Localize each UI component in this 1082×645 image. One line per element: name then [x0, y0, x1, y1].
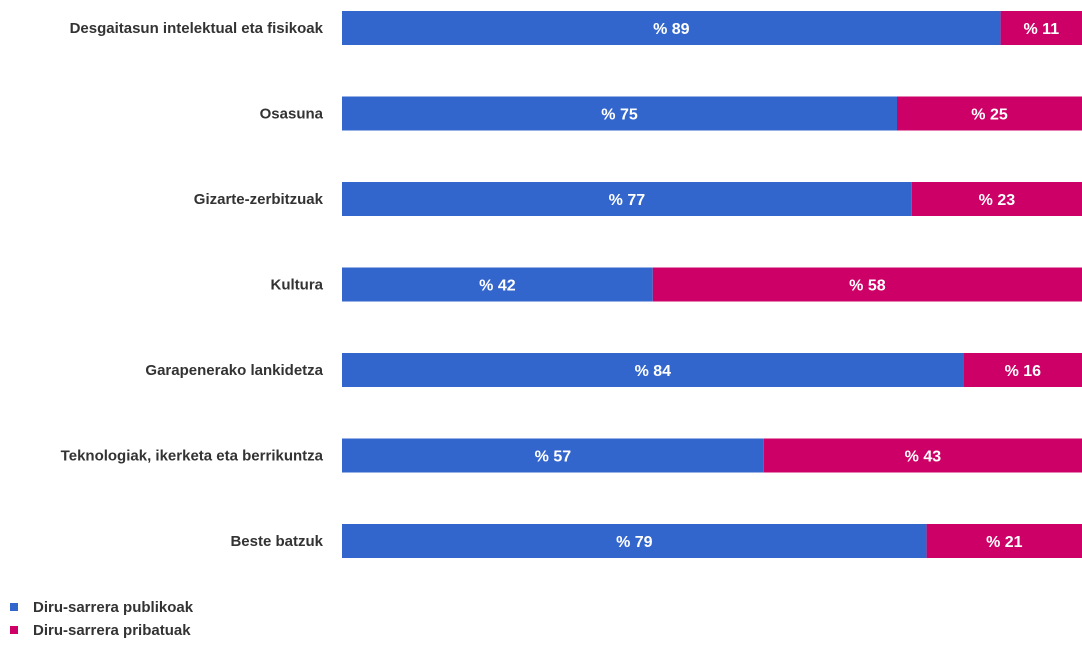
stacked-bar-chart: % 89 % 11 % 75 % 25 % 77 % 23 % 42 % 58 % 84 % 16… [61, 11, 1082, 558]
legend-label-public: Diru-sarrera publikoak [33, 598, 194, 616]
category-label: Teknologiak, ikerketa eta berrikuntza [61, 448, 324, 465]
legend-item-public[interactable]: Diru-sarrera publikoak [10, 597, 193, 617]
bar-value-label: % 11 [1024, 21, 1060, 38]
bar-value-label: % 16 [1005, 363, 1042, 380]
category-label: Desgaitasun intelektual eta fisikoak [70, 20, 324, 37]
bar-value-label: % 25 [971, 107, 1008, 124]
legend-swatch-private [10, 626, 18, 634]
bar-value-label: % 58 [849, 278, 886, 295]
bar-value-label: % 89 [653, 21, 690, 38]
bar-segment-private[interactable] [763, 438, 1082, 473]
bar-segment-private[interactable] [1000, 11, 1082, 45]
bar-segment-public[interactable] [342, 438, 764, 473]
bar-value-label: % 23 [979, 192, 1016, 209]
bar-value-label: % 57 [535, 449, 572, 466]
category-label: Gizarte-zerbitzuak [194, 191, 324, 208]
bar-segment-private[interactable] [926, 524, 1082, 558]
category-labels-layer: Desgaitasun intelektual eta fisikoak Osas… [61, 20, 324, 550]
bar-segment-public[interactable] [342, 96, 897, 131]
category-label: Beste batzuk [230, 533, 323, 550]
bar-value-label: % 77 [609, 192, 646, 209]
bar-value-label: % 43 [905, 449, 942, 466]
category-label: Osasuna [260, 106, 324, 123]
bar-value-label: % 79 [616, 534, 653, 551]
legend-swatch-public [10, 603, 18, 611]
bar-segment-public[interactable] [342, 267, 653, 302]
bar-segment-public[interactable] [342, 524, 927, 558]
bar-segment-public[interactable] [342, 182, 912, 216]
bar-segment-private[interactable] [911, 182, 1082, 216]
bar-segment-private[interactable] [897, 96, 1082, 131]
bar-segment-private[interactable] [963, 353, 1082, 387]
bar-value-label: % 75 [601, 107, 638, 124]
bar-segment-public[interactable] [342, 353, 964, 387]
legend-item-private[interactable]: Diru-sarrera pribatuak [10, 620, 193, 640]
bar-value-label: % 84 [635, 363, 672, 380]
bar-value-label: % 42 [479, 278, 516, 295]
bar-segment-public[interactable] [342, 11, 1001, 45]
bar-value-label: % 21 [986, 534, 1023, 551]
legend-label-private: Diru-sarrera pribatuak [33, 621, 191, 639]
category-label: Garapenerako lankidetza [145, 362, 323, 379]
bars-layer: % 89 % 11 % 75 % 25 % 77 % 23 % 42 % 58 % 84 % 16… [342, 11, 1082, 558]
bar-segment-private[interactable] [652, 267, 1082, 302]
category-label: Kultura [271, 277, 324, 294]
legend: Diru-sarrera publikoak Diru-sarrera prib… [10, 597, 193, 643]
